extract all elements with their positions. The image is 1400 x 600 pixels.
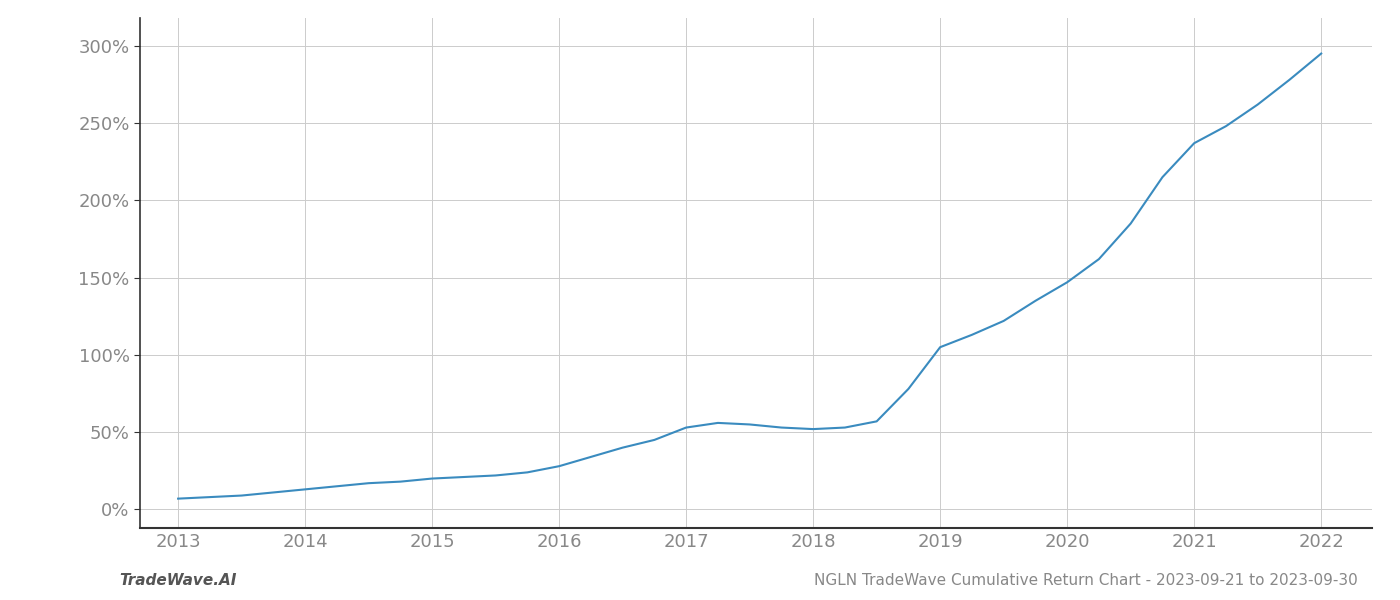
Text: NGLN TradeWave Cumulative Return Chart - 2023-09-21 to 2023-09-30: NGLN TradeWave Cumulative Return Chart -… [815,573,1358,588]
Text: TradeWave.AI: TradeWave.AI [119,573,237,588]
